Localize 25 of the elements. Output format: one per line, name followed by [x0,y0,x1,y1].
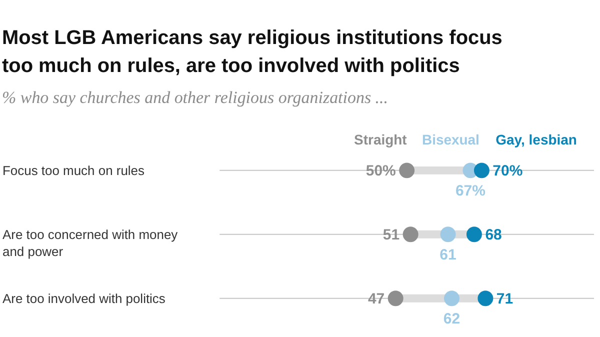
point [444,290,460,306]
chart-title: Most LGB Americans say religious institutions focus too much on rules, are too involved with politics [2,27,502,78]
y-tick-label: Are too concerned with money and power [2,226,178,259]
data-label: 67% [455,182,486,200]
y-tick-label: Are too involved with politics [2,290,166,306]
series-label: Bisexual [422,131,480,148]
point [478,290,494,306]
chart-subtitle: % who say churches and other religious organizations ... [2,88,388,108]
point [399,162,415,178]
data-label: 70% [492,162,523,180]
data-label: 50% [366,162,396,180]
series-label: Gay, lesbian [496,131,577,148]
series-label: Straight [354,131,408,148]
data-label: 68 [485,226,502,244]
point [402,226,418,242]
data-label: 47 [368,290,385,308]
data-label: 62 [443,310,460,328]
data-label: 71 [496,290,514,308]
point [388,290,404,306]
data-label: 51 [382,226,400,244]
data-label: 61 [440,246,456,264]
point [474,162,490,178]
y-tick-label: Focus too much on rules [2,162,146,178]
point [440,226,456,242]
point [466,226,482,242]
